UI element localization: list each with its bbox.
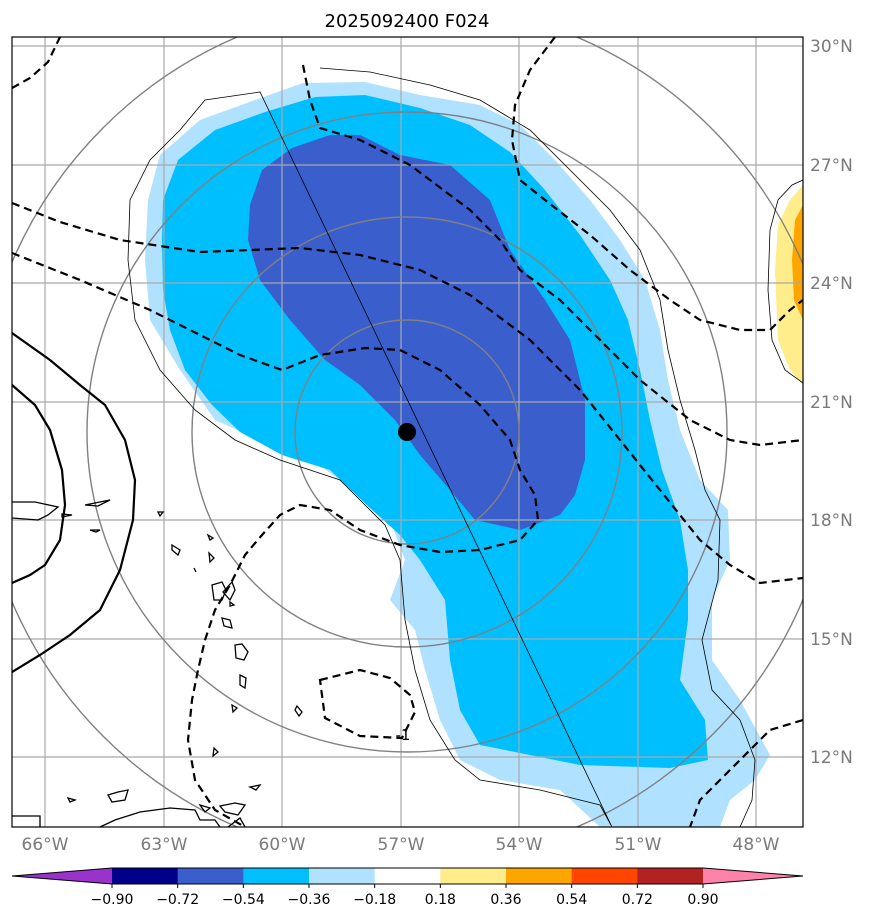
shading-orange bbox=[792, 205, 803, 320]
colorbar-tick-label: −0.18 bbox=[353, 892, 396, 908]
lon-label: 54°W bbox=[496, 835, 543, 855]
colorbar-tick-label: −0.72 bbox=[156, 892, 199, 908]
colorbar-segment bbox=[374, 868, 441, 884]
colorbar-tick-label: 0.54 bbox=[556, 892, 587, 908]
colorbar-extend-max bbox=[703, 868, 803, 884]
lat-label: 12°N bbox=[810, 748, 853, 768]
contour-label: -1 bbox=[396, 726, 411, 744]
lat-label: 27°N bbox=[810, 156, 853, 176]
colorbar-tick-label: 0.90 bbox=[687, 892, 718, 908]
dashed-contours bbox=[12, 37, 803, 827]
figure-title: 2025092400 F024 bbox=[325, 11, 490, 32]
colorbar-tick-label: −0.54 bbox=[222, 892, 265, 908]
lon-label: 48°W bbox=[733, 835, 780, 855]
longitude-labels: 66°W 63°W 60°W 57°W 54°W 51°W 48°W bbox=[22, 835, 780, 855]
map-frame bbox=[11, 36, 804, 828]
storm-center-marker bbox=[398, 423, 416, 441]
colorbar-segment bbox=[177, 868, 244, 884]
solid-contours bbox=[12, 332, 137, 673]
colorbar-segment bbox=[637, 868, 704, 884]
lon-label: 60°W bbox=[259, 835, 306, 855]
colorbar-segment bbox=[440, 868, 507, 884]
lon-label: 63°W bbox=[141, 835, 188, 855]
colorbar-extend-min bbox=[12, 868, 112, 884]
colorbar-tick-label: 0.18 bbox=[425, 892, 456, 908]
lat-label: 30°N bbox=[810, 37, 853, 57]
thin-outline-contour bbox=[127, 67, 756, 827]
latitude-labels: 30°N 27°N 24°N 21°N 18°N 15°N 12°N bbox=[810, 37, 853, 768]
thin-outline-right bbox=[767, 179, 803, 384]
colorbar-tick-label: 0.36 bbox=[490, 892, 521, 908]
colorbar: −0.90 −0.72 −0.54 −0.36 −0.18 0.18 0.36 0.54 0.7… bbox=[11, 867, 804, 908]
lat-label: 21°N bbox=[810, 393, 853, 413]
lat-label: 18°N bbox=[810, 511, 853, 531]
range-rings bbox=[12, 37, 803, 827]
colorbar-segment bbox=[571, 868, 638, 884]
colorbar-tick-label: 0.72 bbox=[622, 892, 653, 908]
shading-dark-blue bbox=[248, 135, 585, 530]
lat-label: 24°N bbox=[810, 274, 853, 294]
colorbar-segment bbox=[243, 868, 310, 884]
map-area: -1 bbox=[12, 37, 803, 827]
colorbar-segment bbox=[506, 868, 573, 884]
coastlines bbox=[12, 499, 303, 827]
lon-label: 51°W bbox=[615, 835, 662, 855]
lat-label: 15°N bbox=[810, 630, 853, 650]
colorbar-segment bbox=[309, 868, 376, 884]
colorbar-tick-label: −0.36 bbox=[288, 892, 331, 908]
colorbar-tick-label: −0.90 bbox=[91, 892, 134, 908]
lon-label: 57°W bbox=[378, 835, 425, 855]
lon-label: 66°W bbox=[22, 835, 69, 855]
colorbar-segment bbox=[112, 868, 179, 884]
